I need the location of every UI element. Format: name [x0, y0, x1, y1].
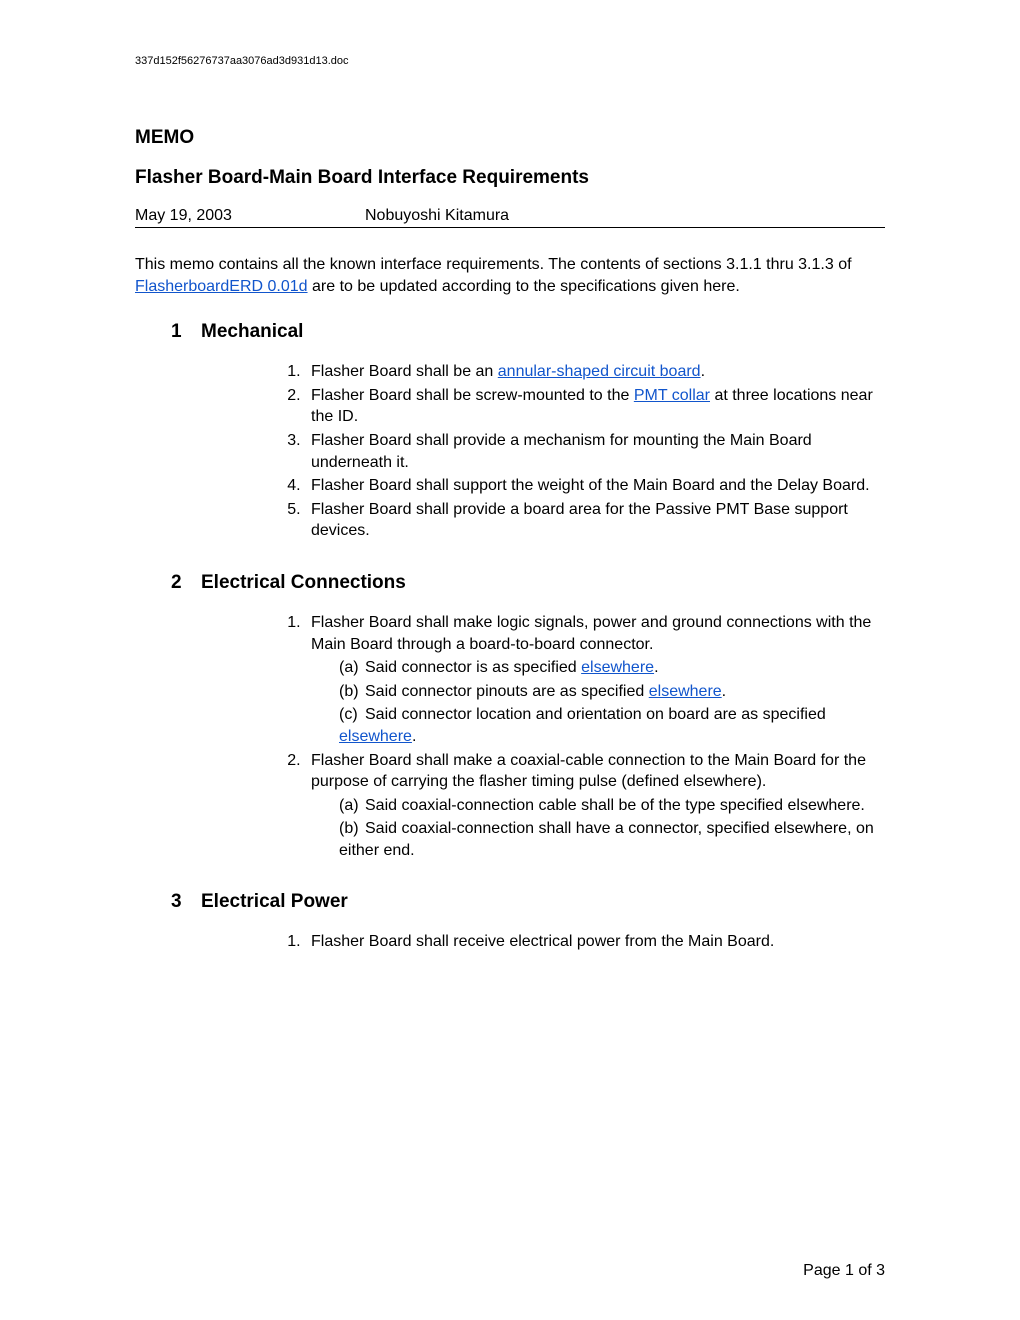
list-item: Flasher Board shall provide a mechanism … [305, 430, 885, 473]
item-pre: Flasher Board shall be an [311, 363, 498, 380]
annular-link[interactable]: annular-shaped circuit board [498, 363, 701, 380]
section-2-title: Electrical Connections [201, 572, 406, 594]
section-1-list: Flasher Board shall be an annular-shaped… [135, 361, 885, 542]
section-3-heading: 3 Electrical Power [171, 891, 885, 913]
filename-header: 337d152f56276737aa3076ad3d931d13.doc [135, 55, 885, 67]
alpha-marker: (b) [339, 681, 365, 703]
list-item: Flasher Board shall receive electrical p… [305, 931, 885, 953]
alpha-marker: (b) [339, 818, 365, 840]
elsewhere-link[interactable]: elsewhere [339, 728, 412, 745]
elsewhere-link[interactable]: elsewhere [649, 683, 722, 700]
item-text: Flasher Board shall make a coaxial-cable… [311, 752, 866, 791]
memo-label: MEMO [135, 127, 885, 149]
sub-pre: Said connector is as specified [365, 659, 581, 676]
item-text: Flasher Board shall make logic signals, … [311, 614, 871, 653]
section-3-number: 3 [171, 891, 201, 913]
section-3-title: Electrical Power [201, 891, 348, 913]
sublist: (a)Said connector is as specified elsewh… [311, 657, 885, 747]
sublist-item: (b)Said coaxial-connection shall have a … [339, 818, 885, 861]
section-1-number: 1 [171, 321, 201, 343]
item-pre: Flasher Board shall be screw-mounted to … [311, 387, 634, 404]
page: 337d152f56276737aa3076ad3d931d13.doc MEM… [0, 0, 1020, 1320]
sublist-item: (a)Said connector is as specified elsewh… [339, 657, 885, 679]
list-item: Flasher Board shall be an annular-shaped… [305, 361, 885, 383]
section-2-list: Flasher Board shall make logic signals, … [135, 612, 885, 862]
author: Nobuyoshi Kitamura [365, 207, 509, 225]
list-item: Flasher Board shall make logic signals, … [305, 612, 885, 748]
sublist-item: (a)Said coaxial-connection cable shall b… [339, 795, 885, 817]
sub-post: . [412, 728, 416, 745]
sub-text: Said coaxial-connection shall have a con… [339, 820, 874, 859]
sublist-item: (b)Said connector pinouts are as specifi… [339, 681, 885, 703]
section-3-list: Flasher Board shall receive electrical p… [135, 931, 885, 953]
list-item: Flasher Board shall be screw-mounted to … [305, 385, 885, 428]
alpha-marker: (a) [339, 795, 365, 817]
section-2-heading: 2 Electrical Connections [171, 572, 885, 594]
pmt-collar-link[interactable]: PMT collar [634, 387, 710, 404]
alpha-marker: (a) [339, 657, 365, 679]
section-1-heading: 1 Mechanical [171, 321, 885, 343]
sublist-item: (c)Said connector location and orientati… [339, 704, 885, 747]
intro-paragraph: This memo contains all the known interfa… [135, 254, 885, 297]
sub-pre: Said connector location and orientation … [365, 706, 826, 723]
section-2-number: 2 [171, 572, 201, 594]
list-item: Flasher Board shall provide a board area… [305, 499, 885, 542]
item-post: . [701, 363, 705, 380]
page-footer: Page 1 of 3 [803, 1262, 885, 1280]
date: May 19, 2003 [135, 207, 365, 225]
elsewhere-link[interactable]: elsewhere [581, 659, 654, 676]
meta-row: May 19, 2003 Nobuyoshi Kitamura [135, 207, 885, 228]
sub-post: . [654, 659, 658, 676]
sub-pre: Said connector pinouts are as specified [365, 683, 649, 700]
intro-post: are to be updated according to the speci… [308, 278, 740, 295]
sublist: (a)Said coaxial-connection cable shall b… [311, 795, 885, 862]
sub-text: Said coaxial-connection cable shall be o… [365, 797, 865, 814]
intro-link[interactable]: FlasherboardERD 0.01d [135, 278, 308, 295]
intro-pre: This memo contains all the known interfa… [135, 256, 852, 273]
document-title: Flasher Board-Main Board Interface Requi… [135, 167, 885, 189]
list-item: Flasher Board shall make a coaxial-cable… [305, 750, 885, 862]
section-1-title: Mechanical [201, 321, 303, 343]
alpha-marker: (c) [339, 704, 365, 726]
sub-post: . [722, 683, 726, 700]
list-item: Flasher Board shall support the weight o… [305, 475, 885, 497]
